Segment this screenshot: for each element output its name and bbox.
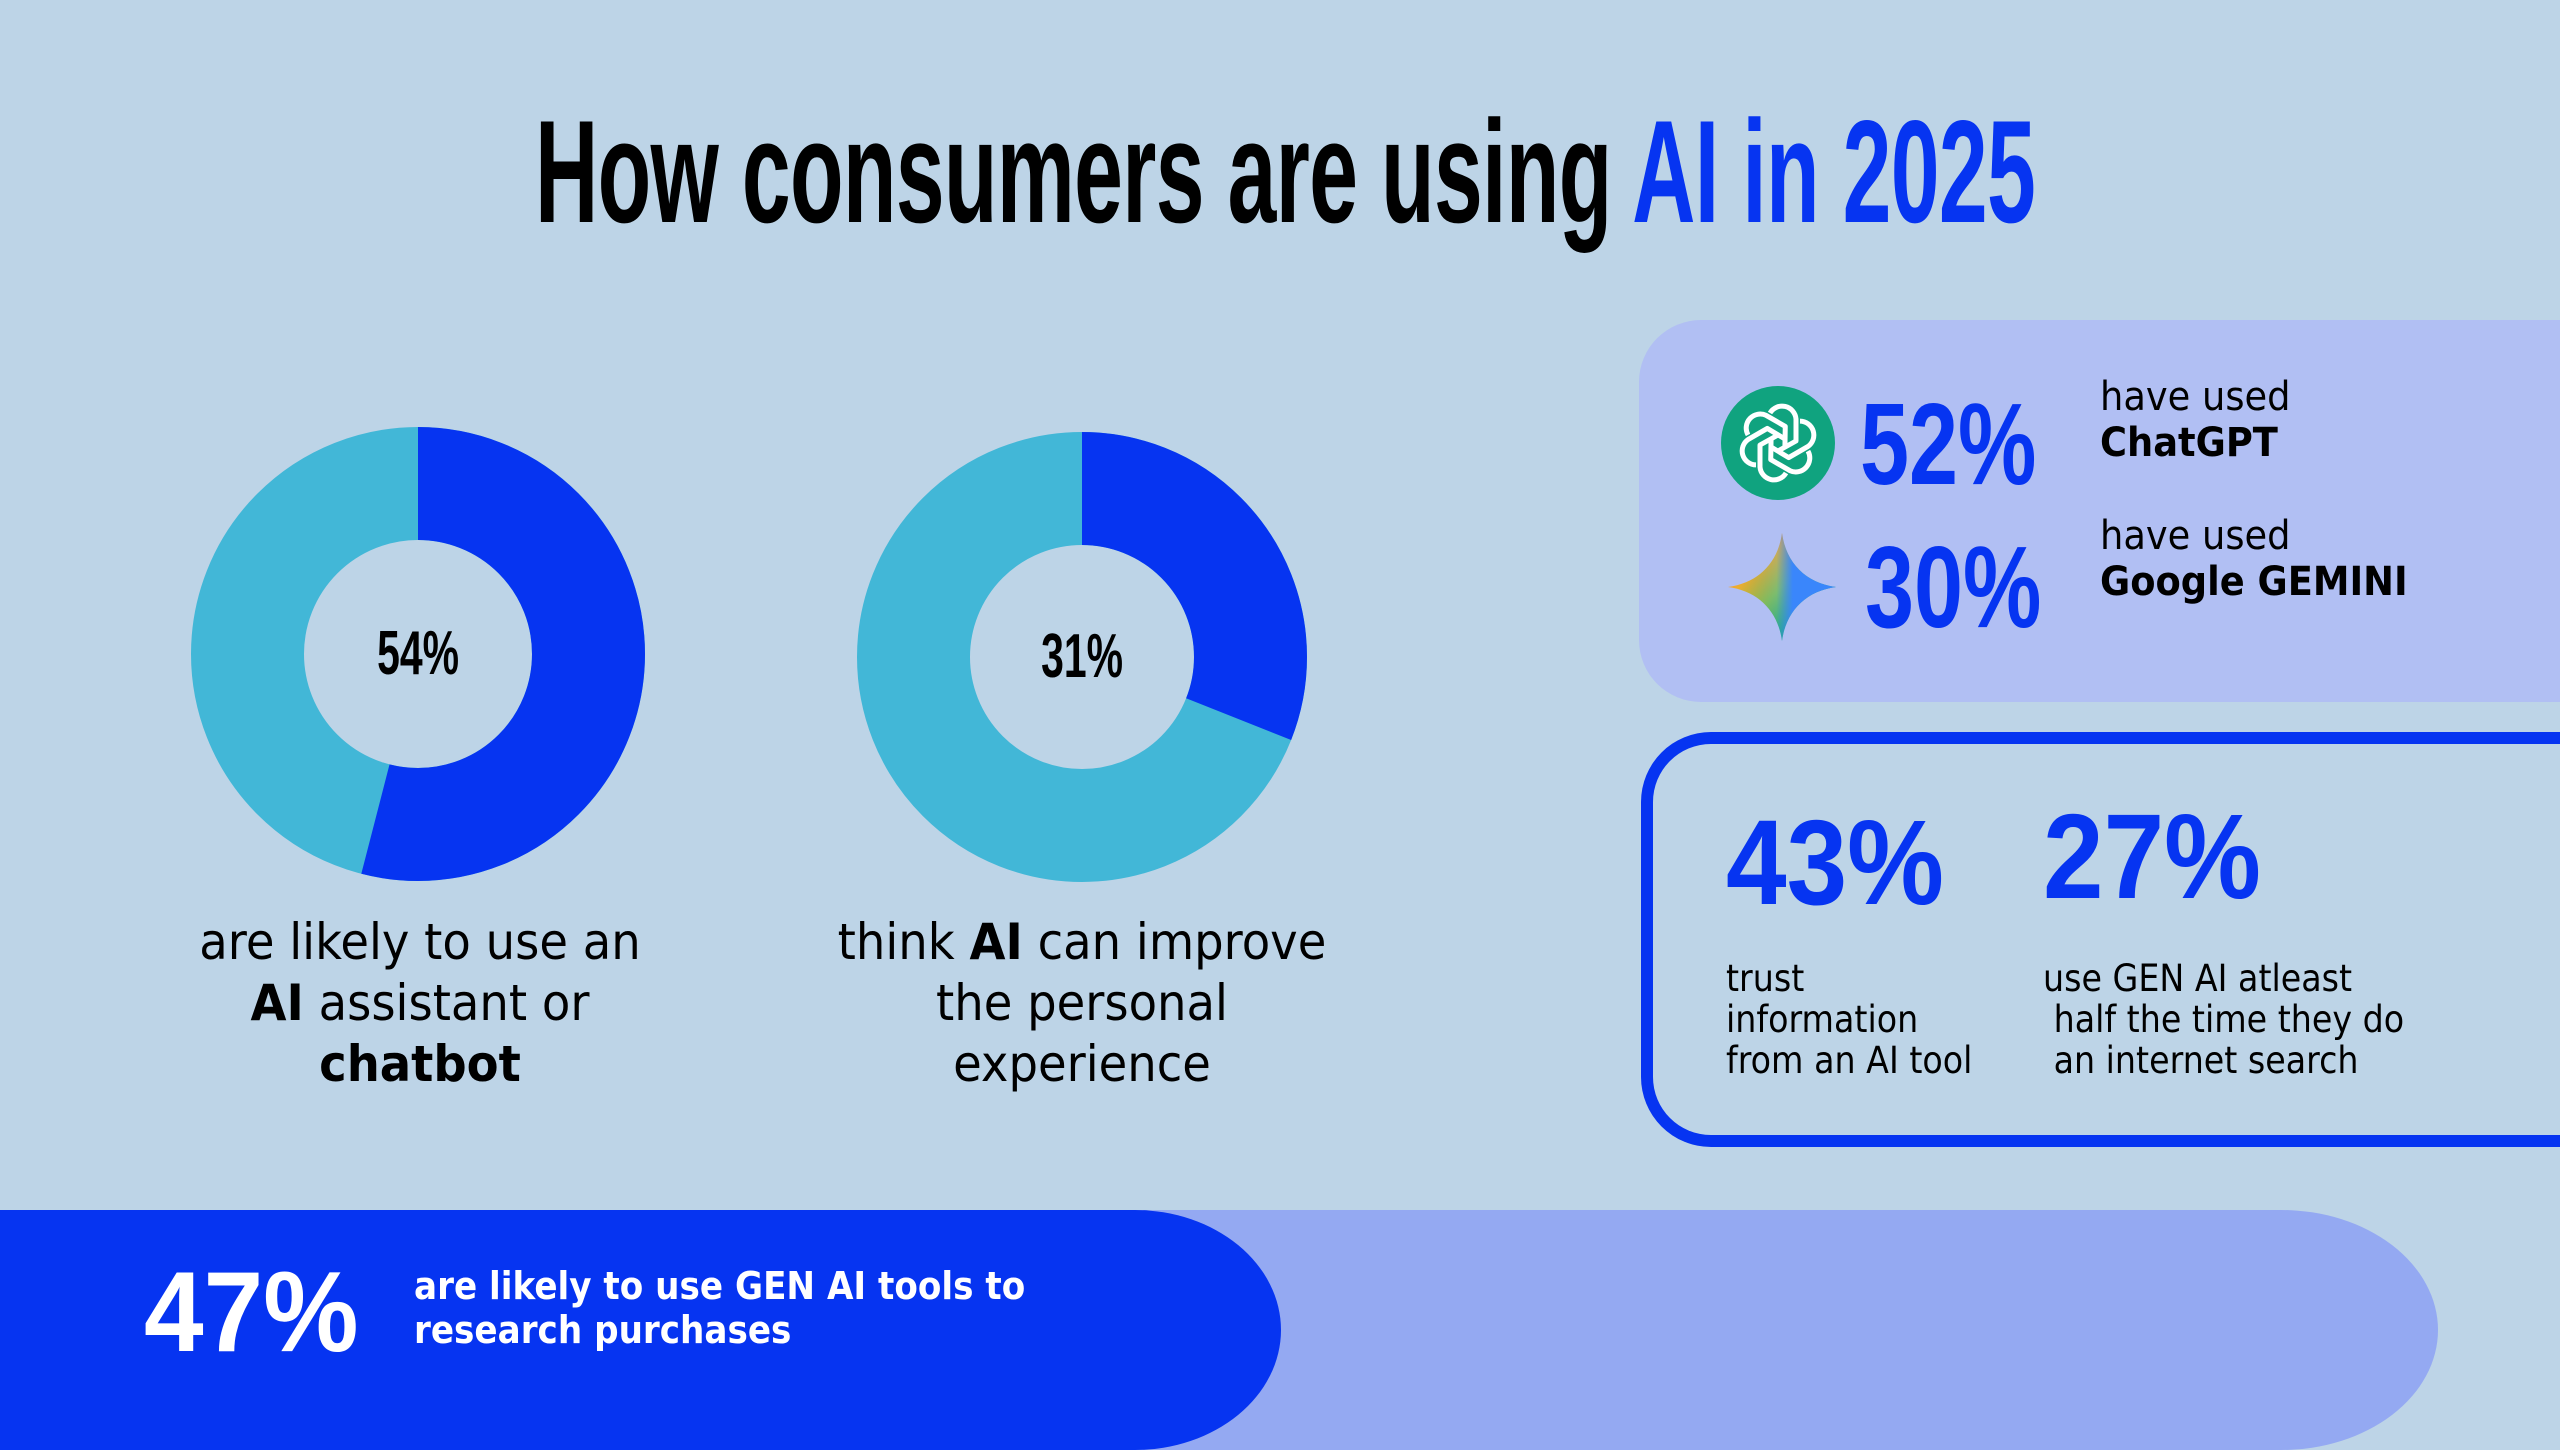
donut-2-caption-ai: AI	[969, 913, 1023, 971]
gen-ai-search-text: use GEN AI atleast half the time they do…	[2043, 957, 2405, 1082]
donut-chart-1: 54%	[191, 427, 645, 881]
chatgpt-label-pre: have used	[2100, 374, 2291, 420]
title-highlight: AI in 2025	[1632, 90, 2036, 253]
donut-2-caption: think AI can improve the personal experi…	[803, 912, 1361, 1095]
donut-2-caption-line3: experience	[953, 1035, 1211, 1093]
page-title: How consumers are using AI in 2025	[535, 99, 2036, 245]
tool-row-chatgpt: 52% have used ChatGPT	[1639, 374, 2560, 509]
donut-2-center: 31%	[857, 432, 1307, 882]
donut-1-caption-line3: chatbot	[141, 1034, 699, 1095]
tool-row-gemini: 30% have used Google GEMINI	[1639, 513, 2560, 652]
donut-2-caption-pre: think	[837, 913, 970, 971]
chatgpt-label: have used ChatGPT	[2100, 374, 2290, 466]
donut-1-center: 54%	[191, 427, 645, 881]
donut-chart-2: 31%	[857, 432, 1307, 882]
donut-2-caption-line2: the personal	[936, 974, 1228, 1032]
gemini-label-name: Google GEMINI	[2100, 559, 2408, 605]
title-prefix: How consumers are using	[534, 90, 1633, 253]
gemini-label: have used Google GEMINI	[2100, 513, 2408, 605]
banner-text: are likely to use GEN AI tools to resear…	[414, 1264, 1026, 1352]
donut-1-caption-line1: are likely to use an	[199, 913, 641, 971]
chatgpt-percent: 52%	[1860, 379, 2037, 509]
banner-percent: 47%	[144, 1249, 359, 1376]
donut-1-caption-ai: AI	[250, 974, 304, 1032]
banner-highlight	[0, 1210, 1281, 1450]
donut-2-value: 31%	[1041, 622, 1123, 691]
trust-percent: 43%	[1726, 794, 1944, 930]
chatgpt-label-name: ChatGPT	[2100, 420, 2278, 466]
donut-1-caption-rest: assistant or	[303, 974, 590, 1032]
tool-usage-panel: 52% have used ChatGPT	[1639, 320, 2560, 702]
gemini-star-icon	[1728, 533, 1836, 641]
gen-ai-search-percent: 27%	[2043, 788, 2261, 924]
gemini-percent: 30%	[1865, 522, 2042, 652]
title-wrapper: How consumers are using AI in 2025	[0, 92, 2560, 252]
donut-1-caption: are likely to use an AI assistant or cha…	[141, 912, 699, 1095]
donut-1-graphic	[191, 427, 645, 881]
trust-stats-panel: 43% trust information from an AI tool 27…	[1641, 732, 2560, 1147]
gemini-label-pre: have used	[2100, 513, 2291, 559]
donut-2-graphic	[857, 432, 1307, 882]
donut-1-caption-chatbot: chatbot	[319, 1035, 521, 1093]
chatgpt-logo-icon	[1721, 386, 1835, 500]
donut-1-caption-line2: AI assistant or	[141, 973, 699, 1034]
trust-text: trust information from an AI tool	[1726, 957, 1973, 1082]
donut-2-caption-line1: think AI can improve	[803, 912, 1361, 973]
donut-2-caption-post: can improve	[1022, 913, 1327, 971]
donut-1-value: 54%	[377, 619, 459, 688]
